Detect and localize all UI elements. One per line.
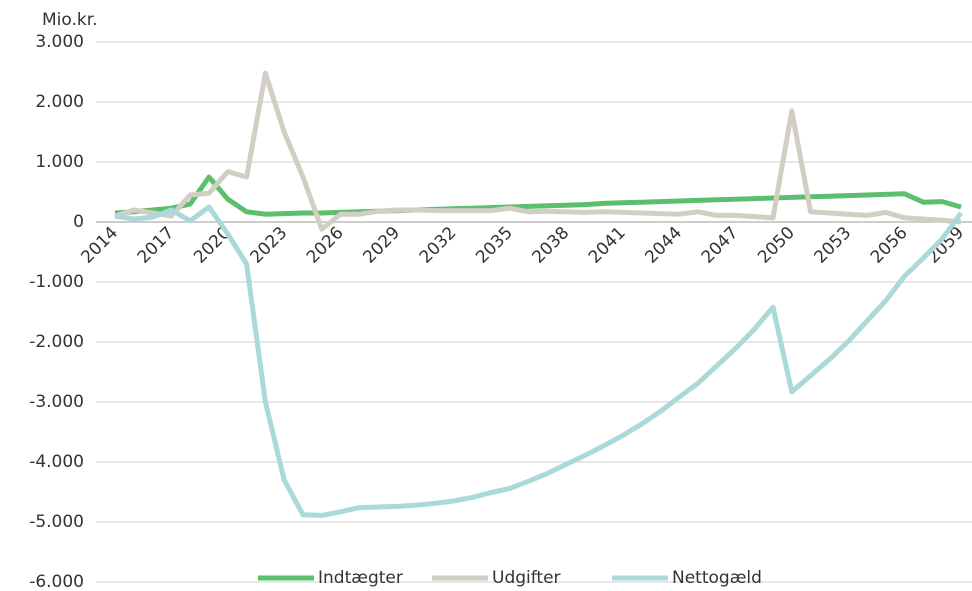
y-tick-label: -4.000 — [29, 452, 84, 472]
legend-label: Indtægter — [318, 568, 403, 588]
x-tick-label: 2035 — [472, 223, 517, 268]
y-tick-label: -2.000 — [29, 332, 84, 352]
y-axis-label: Mio.kr. — [42, 10, 98, 30]
x-tick-label: 2044 — [641, 223, 686, 268]
x-tick-label: 2038 — [529, 223, 574, 268]
x-tick-label: 2023 — [247, 223, 292, 268]
y-tick-label: 2.000 — [35, 92, 84, 112]
x-tick-label: 2041 — [585, 223, 630, 268]
x-tick-label: 2017 — [134, 223, 179, 268]
y-tick-label: 0 — [73, 212, 84, 232]
series-line — [114, 70, 962, 232]
x-tick-label: 2056 — [867, 223, 912, 268]
y-tick-label: 1.000 — [35, 152, 84, 172]
x-tick-label: 2059 — [923, 223, 968, 268]
series-line — [114, 174, 962, 217]
y-tick-label: -5.000 — [29, 512, 84, 532]
y-tick-label: 3.000 — [35, 32, 84, 52]
y-tick-label: -6.000 — [29, 572, 84, 591]
x-tick-label: 2047 — [698, 223, 743, 268]
y-tick-label: -3.000 — [29, 392, 84, 412]
x-tick-label: 2029 — [359, 223, 404, 268]
series-line — [114, 204, 964, 518]
x-tick-label: 2020 — [190, 223, 235, 268]
legend-label: Nettogæld — [672, 568, 762, 588]
y-tick-label: -1.000 — [29, 272, 84, 292]
legend-label: Udgifter — [492, 568, 561, 588]
x-tick-label: 2014 — [77, 223, 122, 268]
x-tick-label: 2032 — [416, 223, 461, 268]
x-tick-label: 2026 — [303, 223, 348, 268]
x-tick-label: 2053 — [811, 223, 856, 268]
x-tick-label: 2050 — [754, 223, 799, 268]
legend: Indtægter Udgifter Nettogæld — [258, 568, 762, 588]
